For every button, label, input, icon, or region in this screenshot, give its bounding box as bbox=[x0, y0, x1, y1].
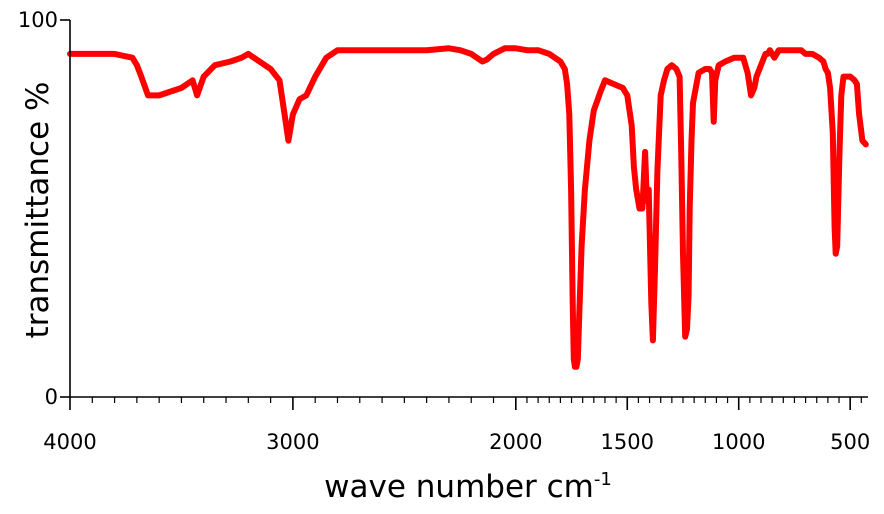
spectrum-line bbox=[67, 45, 869, 370]
y-axis-title: transmittance % bbox=[20, 82, 56, 339]
y-tick-label: 0 bbox=[45, 385, 58, 409]
x-tick-label: 1500 bbox=[601, 430, 654, 454]
x-axis-title: wave number cm-1 bbox=[324, 469, 612, 505]
x-tick-label: 2000 bbox=[489, 430, 542, 454]
x-axis-title-superscript: -1 bbox=[594, 469, 612, 490]
x-tick-label: 3000 bbox=[266, 430, 319, 454]
x-tick-labels: 4000 3000 2000 1500 1000 500 bbox=[43, 397, 870, 454]
y-ticks: 100 0 bbox=[18, 8, 70, 409]
x-minor-ticks bbox=[91, 397, 862, 403]
plot-area bbox=[67, 45, 869, 370]
axes: 4000 3000 2000 1500 1000 500 100 0 bbox=[18, 8, 870, 454]
x-tick-label: 4000 bbox=[43, 430, 96, 454]
y-tick-label: 100 bbox=[18, 8, 58, 32]
x-tick-label: 1000 bbox=[712, 430, 765, 454]
x-axis-title-main: wave number cm bbox=[324, 469, 594, 505]
x-tick-label: 500 bbox=[830, 430, 870, 454]
